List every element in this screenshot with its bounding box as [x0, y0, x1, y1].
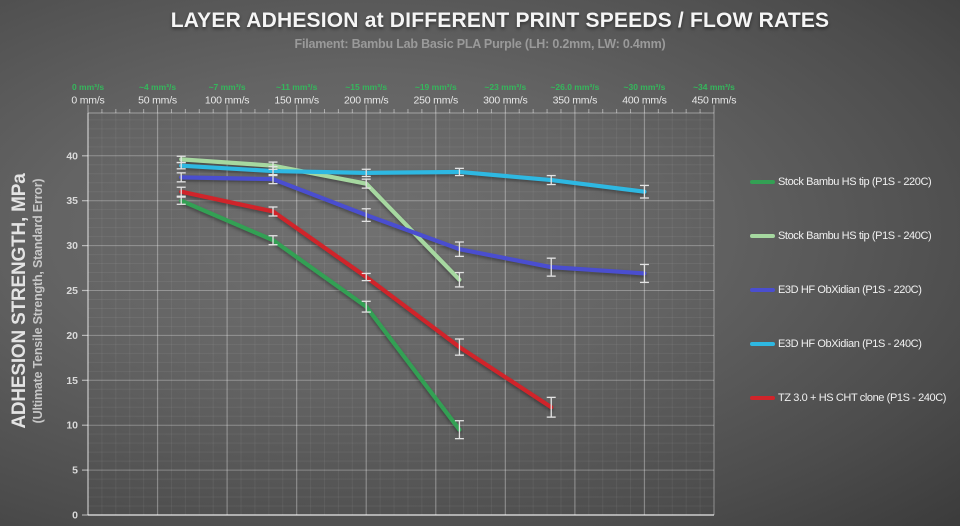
chart-subtitle: Filament: Bambu Lab Basic PLA Purple (LH… — [294, 37, 666, 51]
x-tick-label-speed: 300 mm/s — [483, 95, 528, 107]
legend-label: Stock Bambu HS tip (P1S - 220C) — [778, 176, 932, 188]
y-tick-label: 15 — [66, 375, 78, 387]
legend: Stock Bambu HS tip (P1S - 220C) Stock Bam… — [750, 155, 958, 425]
legend-swatch — [750, 342, 775, 346]
x-tick-label-flow: ~26.0 mm³/s — [550, 82, 599, 92]
x-tick-label-flow: ~15 mm³/s — [345, 82, 387, 92]
x-tick-label-speed: 250 mm/s — [414, 95, 459, 107]
legend-swatch — [750, 396, 775, 400]
legend-item-1: Stock Bambu HS tip (P1S - 240C) — [750, 209, 958, 263]
chart-title: LAYER ADHESION at DIFFERENT PRINT SPEEDS… — [170, 9, 830, 32]
y-tick-label: 5 — [72, 465, 78, 477]
x-tick-label-speed: 400 mm/s — [622, 95, 667, 107]
y-tick-label: 25 — [66, 285, 78, 297]
y-tick-label: 0 — [72, 510, 78, 522]
y-tick-label: 20 — [66, 330, 78, 342]
grid-major — [88, 113, 715, 515]
x-tick-label-speed: 450 mm/s — [692, 95, 737, 107]
x-tick-label-speed: 150 mm/s — [274, 95, 319, 107]
top-axis-labels: 0 mm³/s 0 mm/s ~4 mm³/s 50 mm/s ~7 mm³/s 100 … — [71, 82, 736, 107]
legend-label: E3D HF ObXidian (P1S - 220C) — [778, 284, 922, 296]
legend-item-3: E3D HF ObXidian (P1S - 240C) — [750, 317, 958, 371]
series-line-3 — [179, 163, 647, 194]
y-tick-label: 40 — [66, 150, 78, 162]
x-tick-label-speed: 0 mm/s — [71, 95, 104, 107]
legend-label: TZ 3.0 + HS CHT clone (P1S - 240C) — [778, 392, 947, 404]
axes — [82, 105, 715, 516]
grid-minor — [88, 113, 714, 515]
y-tick-label: 30 — [66, 240, 78, 252]
x-tick-label-flow: ~19 mm³/s — [415, 82, 457, 92]
legend-swatch — [750, 234, 775, 238]
legend-swatch — [750, 180, 775, 184]
x-tick-label-speed: 200 mm/s — [344, 95, 389, 107]
legend-label: Stock Bambu HS tip (P1S - 240C) — [778, 230, 932, 242]
x-tick-label-flow: ~34 mm³/s — [693, 82, 735, 92]
x-tick-label-speed: 350 mm/s — [553, 95, 598, 107]
series-line-0 — [179, 198, 462, 432]
x-tick-label-speed: 50 mm/s — [138, 95, 177, 107]
x-tick-label-flow: ~4 mm³/s — [139, 82, 176, 92]
legend-item-4: TZ 3.0 + HS CHT clone (P1S - 240C) — [750, 371, 958, 425]
x-tick-label-flow: ~11 mm³/s — [276, 82, 318, 92]
x-tick-label-flow: ~23 mm³/s — [484, 82, 526, 92]
y-axis-labels: 0 5 10 15 20 25 30 35 40 — [66, 150, 78, 521]
y-tick-label: 10 — [66, 420, 78, 432]
x-tick-label-flow: 0 mm³/s — [72, 82, 104, 92]
legend-swatch — [750, 288, 775, 292]
x-tick-label-speed: 100 mm/s — [205, 95, 250, 107]
series-line-2 — [179, 175, 647, 276]
x-tick-label-flow: ~30 mm³/s — [624, 82, 666, 92]
legend-label: E3D HF ObXidian (P1S - 240C) — [778, 338, 922, 350]
legend-item-0: Stock Bambu HS tip (P1S - 220C) — [750, 155, 958, 209]
x-tick-label-flow: ~7 mm³/s — [209, 82, 246, 92]
error-bars — [176, 155, 649, 440]
y-tick-label: 35 — [66, 195, 78, 207]
legend-item-2: E3D HF ObXidian (P1S - 220C) — [750, 263, 958, 317]
